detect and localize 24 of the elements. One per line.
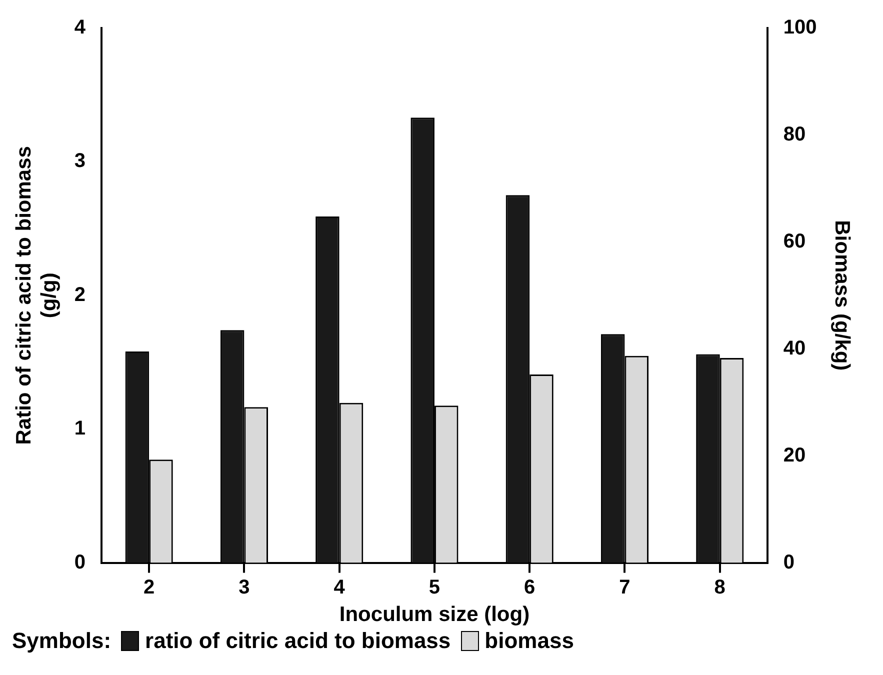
y-tick-label: 4 bbox=[74, 16, 86, 39]
x-axis-title: Inoculum size (log) bbox=[339, 603, 530, 626]
x-tick-label: 4 bbox=[334, 576, 346, 598]
y2-tick-label: 100 bbox=[783, 16, 817, 39]
x-tick-label: 5 bbox=[428, 576, 440, 598]
x-tick-label: 3 bbox=[238, 576, 250, 598]
legend-label: ratio of citric acid to biomass bbox=[145, 628, 451, 654]
y-tick-label: 1 bbox=[74, 418, 86, 440]
x-tick-label: 7 bbox=[619, 576, 630, 598]
y2-tick-label: 0 bbox=[783, 551, 795, 574]
x-tick-label: 8 bbox=[714, 576, 726, 598]
legend-label: biomass bbox=[484, 628, 574, 654]
y-tick-label: 2 bbox=[74, 284, 86, 306]
x-tick-label: 6 bbox=[524, 576, 536, 598]
y-axis-title: Ratio of citric acid to biomass (g/g) bbox=[12, 146, 61, 445]
x-tick-label: 2 bbox=[144, 576, 155, 598]
y2-tick-label: 40 bbox=[783, 337, 806, 360]
y-tick-label: 3 bbox=[74, 150, 86, 172]
y2-axis-title: Biomass (g/kg) bbox=[830, 220, 854, 371]
legend-title: Symbols: bbox=[12, 628, 112, 654]
y2-tick-label: 60 bbox=[783, 230, 806, 252]
y2-tick-label: 80 bbox=[783, 123, 806, 146]
y-tick-label: 0 bbox=[74, 551, 86, 574]
y2-tick-label: 20 bbox=[783, 444, 806, 466]
